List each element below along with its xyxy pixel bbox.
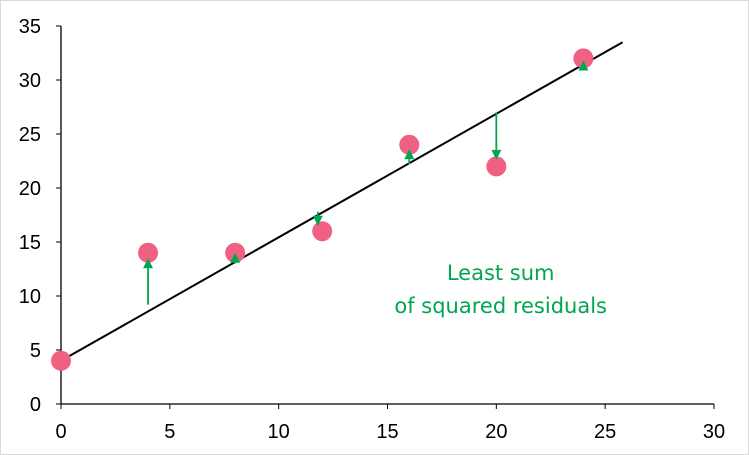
data-point	[399, 134, 420, 155]
x-tick-label: 20	[485, 421, 507, 443]
x-tick-label: 10	[268, 421, 290, 443]
y-tick-label: 10	[19, 286, 41, 308]
residual-arrowhead	[578, 60, 589, 71]
data-point	[51, 350, 71, 371]
residual-arrowhead	[491, 149, 502, 160]
x-tick-label: 5	[164, 421, 175, 443]
data-point	[225, 242, 246, 263]
y-tick-label: 5	[30, 340, 41, 362]
annotation-line: Least sum	[447, 261, 555, 285]
fit-line-group	[60, 41, 624, 362]
x-tick-label: 30	[703, 421, 725, 443]
residual-arrowhead	[230, 252, 241, 263]
residual-arrows-group	[143, 60, 589, 305]
x-tick-label: 25	[594, 421, 616, 443]
x-tick-label: 15	[376, 421, 398, 443]
axes: 0 5 10 15 20 25 30 0 5 10 15 20 25 30 35	[19, 16, 725, 443]
regression-line	[60, 41, 624, 362]
annotation-line: of squared residuals	[394, 294, 607, 318]
y-tick-label: 35	[19, 16, 41, 38]
residual-arrowhead	[143, 258, 154, 269]
annotation-group: Least sum of squared residuals	[394, 261, 607, 318]
y-tick-label: 0	[30, 394, 41, 416]
data-point	[486, 156, 507, 177]
x-tick-label: 0	[55, 421, 66, 443]
y-tick-label: 20	[19, 178, 41, 200]
data-point	[312, 221, 333, 242]
residual-arrowhead	[404, 149, 415, 160]
data-point	[573, 48, 594, 69]
data-point	[138, 242, 159, 263]
residual-arrowhead	[312, 215, 323, 226]
y-tick-label: 25	[19, 124, 41, 146]
y-tick-label: 30	[19, 70, 41, 92]
y-tick-label: 15	[19, 232, 41, 254]
points-group	[51, 48, 594, 371]
